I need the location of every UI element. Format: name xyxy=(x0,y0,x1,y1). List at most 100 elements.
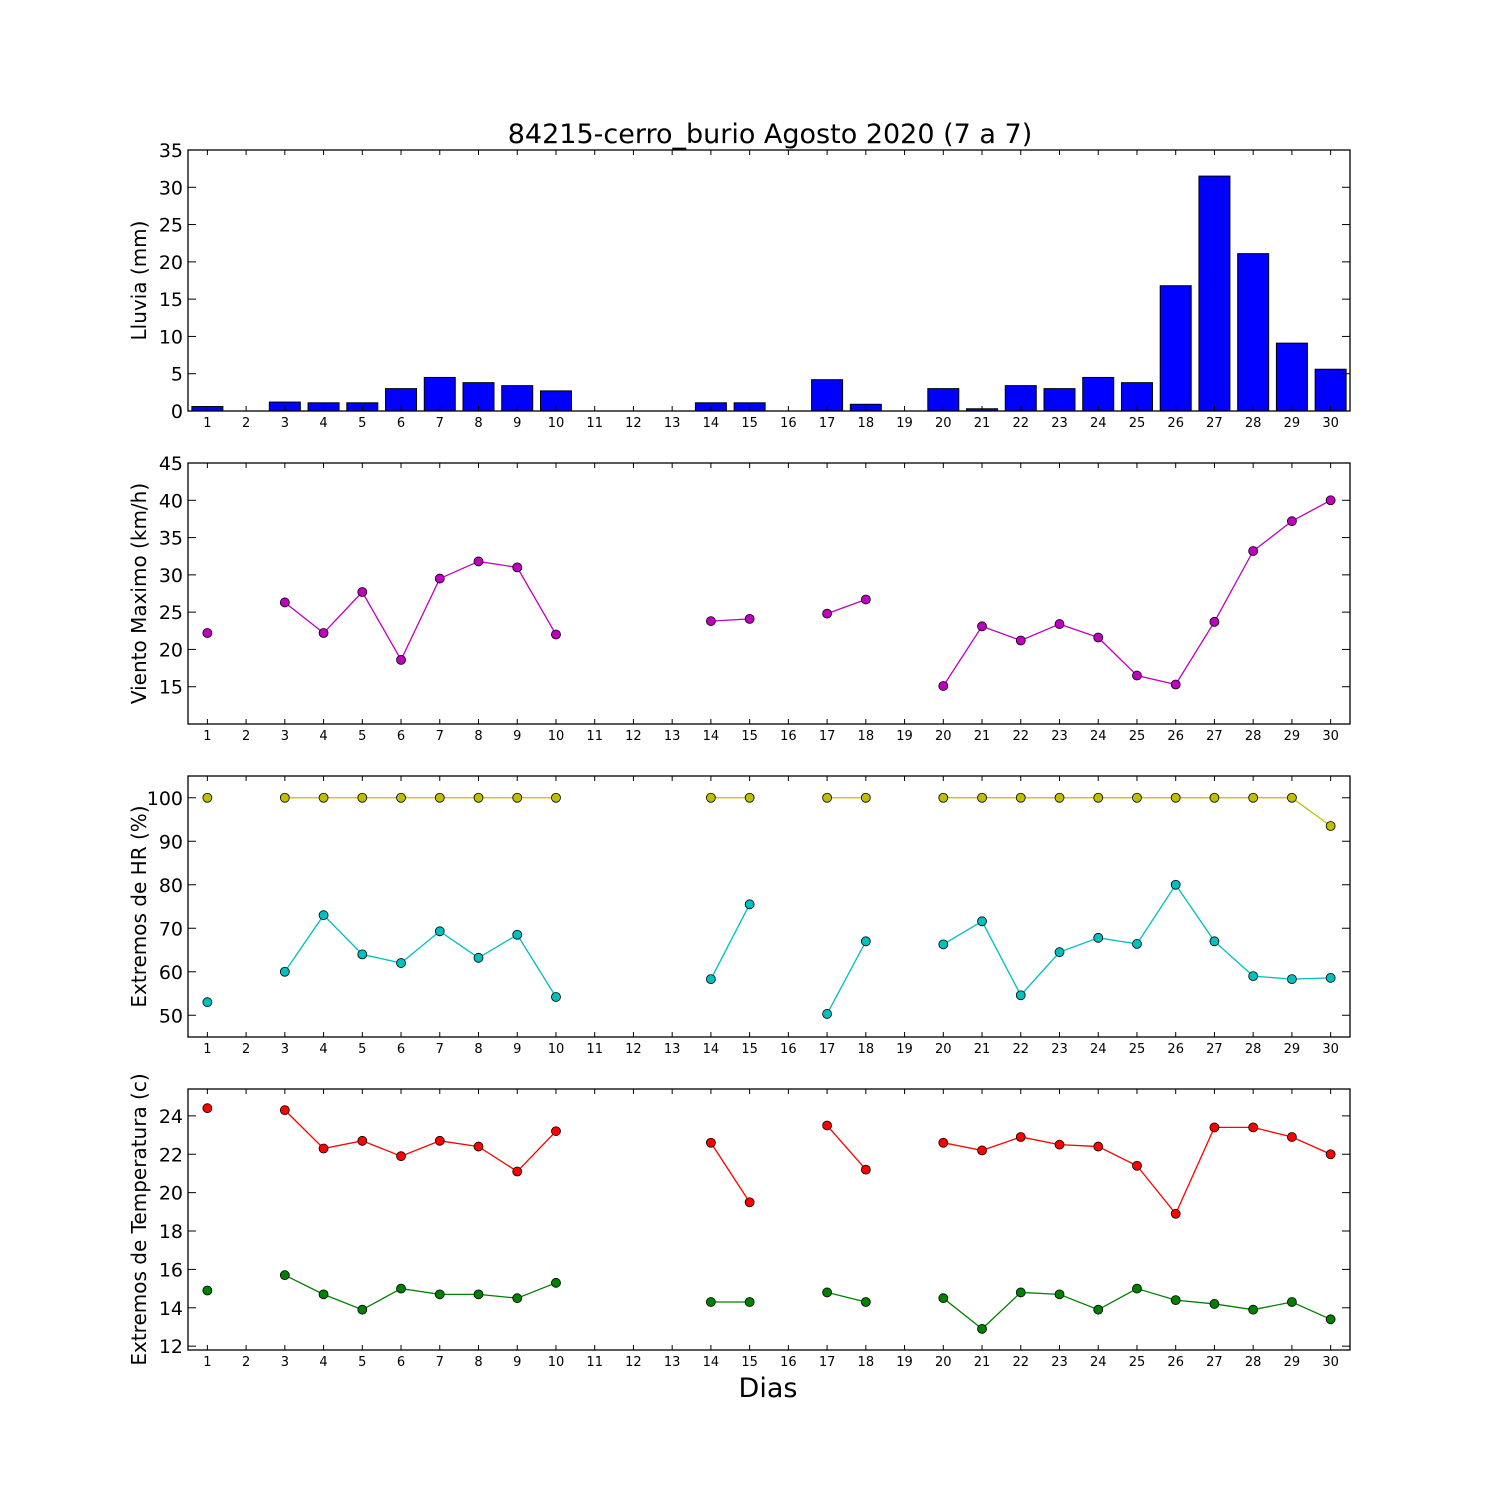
temp-min-point-day-8 xyxy=(473,1289,484,1300)
hr-min-point-day-10 xyxy=(551,992,561,1002)
x-tick-label: 8 xyxy=(474,1355,482,1370)
wind-max-point-day-26 xyxy=(1170,679,1181,690)
temp-max-point-day-10 xyxy=(551,1126,561,1137)
y-tick-label: 70 xyxy=(159,918,183,940)
x-tick-label: 4 xyxy=(319,1355,327,1370)
temp-min-point-day-18 xyxy=(860,1297,871,1307)
hr-min-point-day-7 xyxy=(434,926,445,937)
wind-max-point-day-9 xyxy=(512,562,523,573)
x-tick-label: 3 xyxy=(281,1355,289,1370)
temp-min-point-day-3 xyxy=(279,1270,290,1281)
x-tick-label: 14 xyxy=(703,1355,720,1370)
x-tick-label: 30 xyxy=(1322,729,1339,744)
temp-min-point-day-22 xyxy=(1015,1287,1026,1298)
hr-max-point-day-7 xyxy=(434,792,445,803)
x-tick-label: 26 xyxy=(1167,729,1184,744)
x-tick-label: 18 xyxy=(858,1042,875,1057)
x-tick-label: 18 xyxy=(858,1355,875,1370)
temp-max-point-day-26 xyxy=(1170,1208,1181,1219)
x-tick-label: 21 xyxy=(974,416,991,431)
x-tick-label: 15 xyxy=(741,416,758,431)
x-tick-label: 1 xyxy=(203,729,211,744)
temp-max-point-day-18 xyxy=(860,1164,871,1175)
x-tick-label: 17 xyxy=(819,416,836,431)
x-tick-label: 21 xyxy=(974,1042,991,1057)
hr-max-point-day-17 xyxy=(822,792,832,803)
y-tick-label: 50 xyxy=(159,1005,183,1027)
hr-min-point-day-4 xyxy=(318,910,329,921)
y-tick-label: 100 xyxy=(147,788,183,810)
x-tick-label: 1 xyxy=(203,416,211,431)
x-tick-label: 7 xyxy=(436,729,444,744)
hr-max-point-day-6 xyxy=(396,792,406,803)
series-temp-min xyxy=(202,1270,1336,1334)
y-tick-label: 5 xyxy=(171,364,183,386)
temp-max-point-day-4 xyxy=(318,1143,329,1154)
x-tick-label: 12 xyxy=(625,729,642,744)
x-tick-label: 21 xyxy=(974,1355,991,1370)
x-tick-label: 9 xyxy=(513,416,521,431)
hr-min-point-day-23 xyxy=(1054,947,1065,958)
hr-min-point-day-3 xyxy=(279,966,290,977)
y-tick-label: 90 xyxy=(159,831,183,853)
wind-max-point-day-22 xyxy=(1015,635,1026,646)
temp-min-point-day-23 xyxy=(1054,1289,1065,1300)
hr-min-point-day-29 xyxy=(1287,974,1297,985)
x-tick-label: 1 xyxy=(203,1355,211,1370)
y-tick-label: 25 xyxy=(159,602,183,624)
x-tick-label: 20 xyxy=(935,1042,952,1057)
x-tick-label: 2 xyxy=(242,1042,250,1057)
hr-min-line-segment xyxy=(284,914,557,998)
x-tick-label: 28 xyxy=(1245,1355,1262,1370)
series-wind-max xyxy=(202,495,1336,691)
x-tick-label: 11 xyxy=(586,729,603,744)
wind-max-point-day-20 xyxy=(938,681,949,691)
hr-min-point-day-14 xyxy=(706,974,716,985)
x-tick-label: 28 xyxy=(1245,729,1262,744)
panel-wind: 1 2 3 4 5 6 7 8 9 10 11 12 13 14 15 16 17 18 19 20 21 22 23 24 2… xyxy=(127,453,1351,744)
y-tick-label: 10 xyxy=(159,326,183,348)
temp-max-point-day-1 xyxy=(202,1103,213,1114)
hr-max-point-day-26 xyxy=(1170,792,1181,803)
hr-max-point-day-4 xyxy=(318,792,329,803)
hr-max-point-day-3 xyxy=(279,792,290,803)
x-tick-label: 27 xyxy=(1206,729,1223,744)
hr-min-point-day-25 xyxy=(1132,939,1142,949)
panel-temperature: 1 2 3 4 5 6 7 8 9 10 11 12 13 14 15 16 17 18 19 20 21 22 23 24 2… xyxy=(127,1073,1351,1370)
temp-min-point-day-10 xyxy=(551,1277,561,1288)
x-tick-label: 2 xyxy=(242,1355,250,1370)
bar-day-7 xyxy=(423,376,456,412)
x-tick-label: 5 xyxy=(358,1042,366,1057)
x-tick-label: 24 xyxy=(1090,416,1107,431)
y-axis-label-wind: Viento Maximo (km/h) xyxy=(127,483,151,704)
hr-max-point-day-8 xyxy=(473,792,484,803)
x-tick-label: 19 xyxy=(896,1042,913,1057)
bar-day-24 xyxy=(1082,376,1115,412)
panel-humidity-frame xyxy=(187,775,1351,1038)
temp-min-point-day-26 xyxy=(1170,1295,1181,1306)
hr-min-point-day-18 xyxy=(860,936,871,947)
temp-max-point-day-7 xyxy=(434,1135,445,1146)
x-tick-label: 25 xyxy=(1129,416,1146,431)
hr-min-point-day-15 xyxy=(744,899,755,910)
temp-min-point-day-7 xyxy=(434,1289,445,1300)
hr-max-point-day-10 xyxy=(551,792,561,803)
x-tick-label: 21 xyxy=(974,729,991,744)
temp-max-point-day-8 xyxy=(473,1141,484,1152)
temp-min-point-day-4 xyxy=(318,1289,329,1300)
wind-max-point-day-28 xyxy=(1248,546,1259,556)
wind-max-point-day-25 xyxy=(1132,670,1142,681)
x-tick-label: 22 xyxy=(1012,729,1029,744)
x-tick-label: 13 xyxy=(664,1355,681,1370)
wind-max-line-segment xyxy=(826,598,867,615)
temp-min-point-day-5 xyxy=(357,1304,368,1315)
y-tick-label: 14 xyxy=(159,1298,183,1320)
wind-max-point-day-8 xyxy=(473,556,484,567)
x-tick-label: 4 xyxy=(319,729,327,744)
y-tick-label: 15 xyxy=(159,677,183,699)
x-tick-label: 23 xyxy=(1051,416,1068,431)
x-tick-label: 10 xyxy=(548,729,565,744)
hr-max-point-day-28 xyxy=(1248,792,1259,803)
hr-min-line-segment xyxy=(710,904,751,980)
wind-max-point-day-23 xyxy=(1054,619,1065,629)
